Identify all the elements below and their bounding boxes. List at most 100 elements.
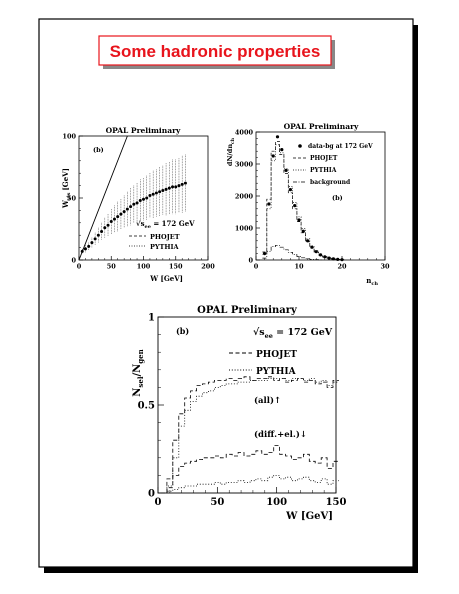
chart1-ytick-label: 100 [62, 132, 76, 140]
chart2-xtick-label: 30 [380, 263, 390, 271]
chart2-data-point [310, 245, 314, 249]
chart3-ylabel: Nsel/Ngen [132, 349, 145, 396]
chart1-data-point [164, 187, 168, 191]
chart1-data-point [93, 237, 97, 241]
chart2-data-point [336, 257, 340, 261]
chart2-xtick-label: 10 [294, 263, 304, 271]
chart1-data-point [119, 212, 123, 216]
chart3-phojet-all-histogram [161, 376, 339, 494]
chart2-ylabel: dN/dnch [226, 137, 236, 166]
chart1-data-point [145, 196, 149, 200]
chart1-data-point [96, 233, 100, 237]
chart1-data-point [125, 207, 129, 211]
chart1-data-point [132, 202, 136, 206]
chart2-legend-phojet: PHOJET [310, 155, 338, 162]
chart3-phojet-diff-el-histogram [161, 445, 339, 494]
chart1-ytick-label: 0 [71, 256, 76, 264]
chart1-ylabel: Wvis[GeV] [61, 168, 72, 209]
chart1-xtick-label: 200 [201, 263, 215, 271]
chart3-xtick-label: 0 [155, 497, 162, 508]
chart1-data-point [151, 192, 155, 196]
chart1-xlabel: W [GeV] [149, 274, 183, 283]
chart2-xtick-label: 20 [337, 263, 347, 271]
chart2-data-point [297, 218, 301, 222]
chart1-xtick-label: 50 [107, 263, 117, 271]
chart1-data-point [171, 185, 175, 189]
chart2-legend-data-marker [298, 144, 302, 148]
chart1-data-point [90, 241, 94, 245]
chart1-diagonal-line [78, 135, 128, 261]
chart1-data-point [148, 194, 152, 198]
chart1-xtick-label: 0 [77, 263, 82, 271]
page-frame [38, 18, 414, 568]
chart2-legend-data: data-bg at 172 GeV [308, 143, 373, 150]
chart1-panel-label: (b) [93, 146, 104, 154]
chart1-legend-pythia: PYTHIA [150, 243, 180, 251]
chart3-xtick-label: 50 [210, 497, 224, 508]
chart2-data-point [271, 154, 275, 158]
chart2-data-point [284, 168, 288, 172]
chart2-xtick-label: 0 [254, 263, 259, 271]
chart1-data-point [154, 191, 158, 195]
chart1-data-point [87, 244, 91, 248]
chart2-legend-pythia: PYTHIA [310, 167, 337, 174]
chart1-data-point [167, 186, 171, 190]
chart3-panel-label: (b) [176, 326, 189, 336]
chart1-xtick-label: 150 [169, 263, 183, 271]
chart1-energy-label: √see = 172 GeV [136, 219, 195, 230]
chart1-data-point [174, 185, 178, 189]
chart3-pythia-all-histogram [161, 378, 339, 494]
chart2-data-point [288, 188, 292, 192]
chart3-annotation-all: (all)↑ [254, 395, 281, 406]
chart2-data-point [267, 202, 271, 206]
chart2-xlabel: nch [366, 276, 378, 287]
chart1-data-point [183, 181, 187, 185]
chart1-data-point [112, 217, 116, 221]
chart1-data-point [100, 229, 104, 233]
chart-efficiency: OPAL Preliminary 0 50 100 150 0 0.5 1 (b) √see… [132, 305, 346, 522]
chart1-data-point [177, 184, 181, 188]
chart1-xtick-label: 100 [137, 263, 151, 271]
chart2-ytick-label: 0 [248, 256, 253, 264]
chart3-xtick-label: 100 [266, 497, 287, 508]
chart2-data-point [280, 148, 284, 152]
chart3-annotation-diff-el: (diff.+el.)↓ [254, 429, 307, 440]
chart3-ytick-label: 0.5 [138, 401, 155, 412]
chart1-data-point [142, 197, 145, 201]
chart3-ytick-label: 0 [148, 489, 155, 500]
chart2-data-point [331, 257, 335, 261]
chart1-data-point [161, 189, 165, 193]
chart1-title: OPAL Preliminary [106, 126, 181, 135]
chart2-title: OPAL Preliminary [284, 122, 359, 131]
chart3-legend-phojet: PHOJET [256, 350, 297, 360]
chart2-data-point [263, 252, 267, 256]
chart1-legend-phojet: PHOJET [150, 233, 180, 241]
chart2-pythia-histogram [262, 144, 345, 260]
chart1-data-point [83, 247, 87, 251]
chart1-data-point [103, 226, 107, 230]
chart2-data-point [301, 229, 305, 233]
chart2-data-point [293, 204, 297, 208]
chart3-title: OPAL Preliminary [197, 305, 298, 316]
chart1-data-point [138, 198, 142, 202]
chart2-ytick-label: 2000 [235, 192, 254, 200]
chart2-data-point [327, 256, 331, 260]
chart3-xlabel: W [GeV] [285, 511, 333, 522]
chart3-pythia-diff-el-histogram [161, 475, 339, 494]
chart2-ytick-label: 4000 [235, 128, 254, 136]
chart1-data-point [158, 190, 162, 194]
chart2-background-histogram [262, 244, 323, 261]
chart1-data-point [109, 220, 113, 224]
chart2-data-point [340, 258, 344, 262]
chart2-panel-label: (b) [332, 194, 343, 202]
chart2-data-point [275, 135, 280, 139]
chart3-ytick-label: 1 [148, 313, 155, 324]
chart1-data-point [135, 201, 139, 205]
chart1-data-point [106, 223, 110, 227]
slide-title: Some hadronic properties [110, 42, 321, 61]
chart2-ytick-label: 1000 [235, 224, 254, 232]
chart2-legend-background: background [310, 179, 351, 186]
chart1-data-point [129, 205, 133, 209]
